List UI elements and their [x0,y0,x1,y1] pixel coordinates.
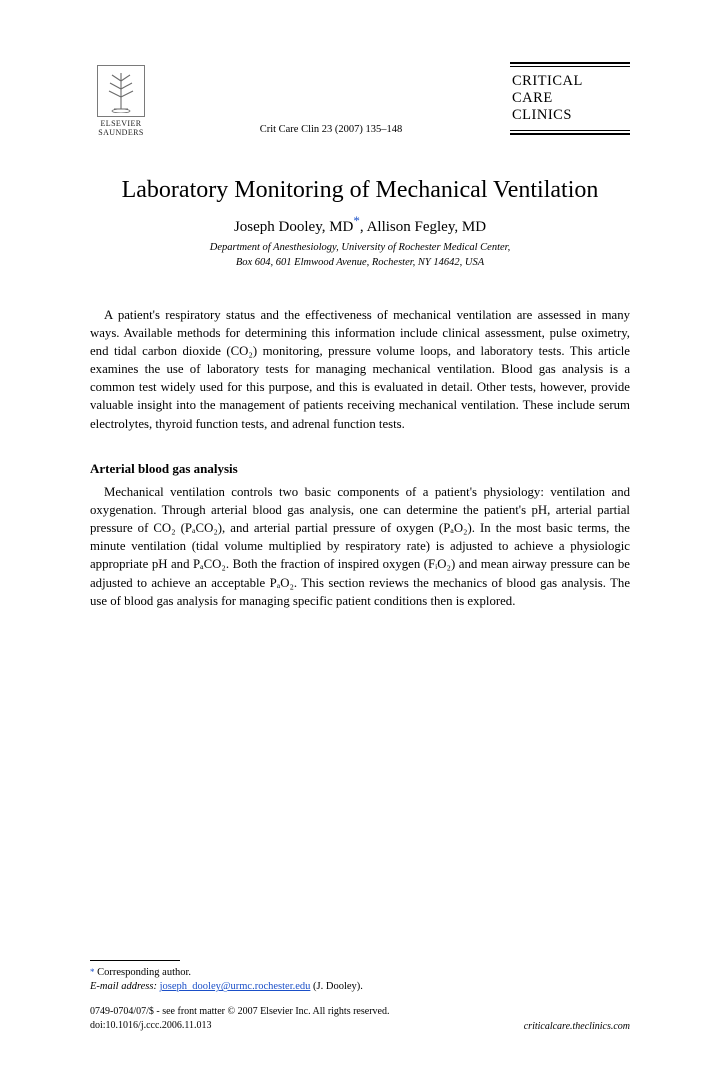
corresponding-star-icon: * [353,213,360,228]
email-line: E-mail address: joseph_dooley@urmc.roche… [90,980,630,995]
intro-paragraph: A patient's respiratory status and the e… [90,306,630,433]
article-title: Laboratory Monitoring of Mechanical Vent… [90,175,630,205]
affiliation: Department of Anesthesiology, University… [90,241,630,269]
email-suffix: (J. Dooley). [313,981,363,992]
journal-line1: CRITICAL [512,73,583,89]
copyright-row: 0749-0704/07/$ - see front matter © 2007… [90,1005,630,1032]
journal-title-box: CRITICAL CARE CLINICS [510,60,630,137]
site-url: criticalcare.theclinics.com [524,1021,630,1032]
author-line: Joseph Dooley, MD*, Allison Fegley, MD [90,213,630,236]
affiliation-line1: Department of Anesthesiology, University… [210,242,510,253]
author-1: Joseph Dooley, MD [234,219,353,235]
footnote-rule-icon [90,960,180,961]
journal-line2: CARE [512,90,553,106]
rule-icon [510,66,630,67]
section-heading: Arterial blood gas analysis [90,461,630,477]
publisher-line1: ELSEVIER [101,119,142,128]
copyright-line1: 0749-0704/07/$ - see front matter © 2007… [90,1006,389,1017]
section-paragraph: Mechanical ventilation controls two basi… [90,483,630,610]
rule-icon [510,130,630,131]
publisher-name: ELSEVIER SAUNDERS [98,119,143,137]
page-header: ELSEVIER SAUNDERS Crit Care Clin 23 (200… [90,60,630,137]
rule-icon [510,62,630,64]
rule-icon [510,133,630,135]
copyright-left: 0749-0704/07/$ - see front matter © 2007… [90,1005,389,1032]
affiliation-line2: Box 604, 601 Elmwood Avenue, Rochester, … [236,257,484,268]
corresponding-note: * Corresponding author. [90,966,630,981]
publisher-line2: SAUNDERS [98,128,143,137]
elsevier-tree-icon [97,65,145,117]
author-2: Allison Fegley, MD [367,219,486,235]
journal-name: CRITICAL CARE CLINICS [510,69,630,128]
email-label: E-mail address: [90,981,157,992]
publisher-logo-block: ELSEVIER SAUNDERS [90,65,152,137]
journal-line3: CLINICS [512,107,572,123]
star-icon: * [90,967,95,977]
page-footer: * Corresponding author. E-mail address: … [90,960,630,1032]
corr-label: Corresponding author. [97,967,191,978]
email-link[interactable]: joseph_dooley@urmc.rochester.edu [160,981,311,992]
doi-line: doi:10.1016/j.ccc.2006.11.013 [90,1020,212,1031]
citation-text: Crit Care Clin 23 (2007) 135–148 [152,124,510,137]
